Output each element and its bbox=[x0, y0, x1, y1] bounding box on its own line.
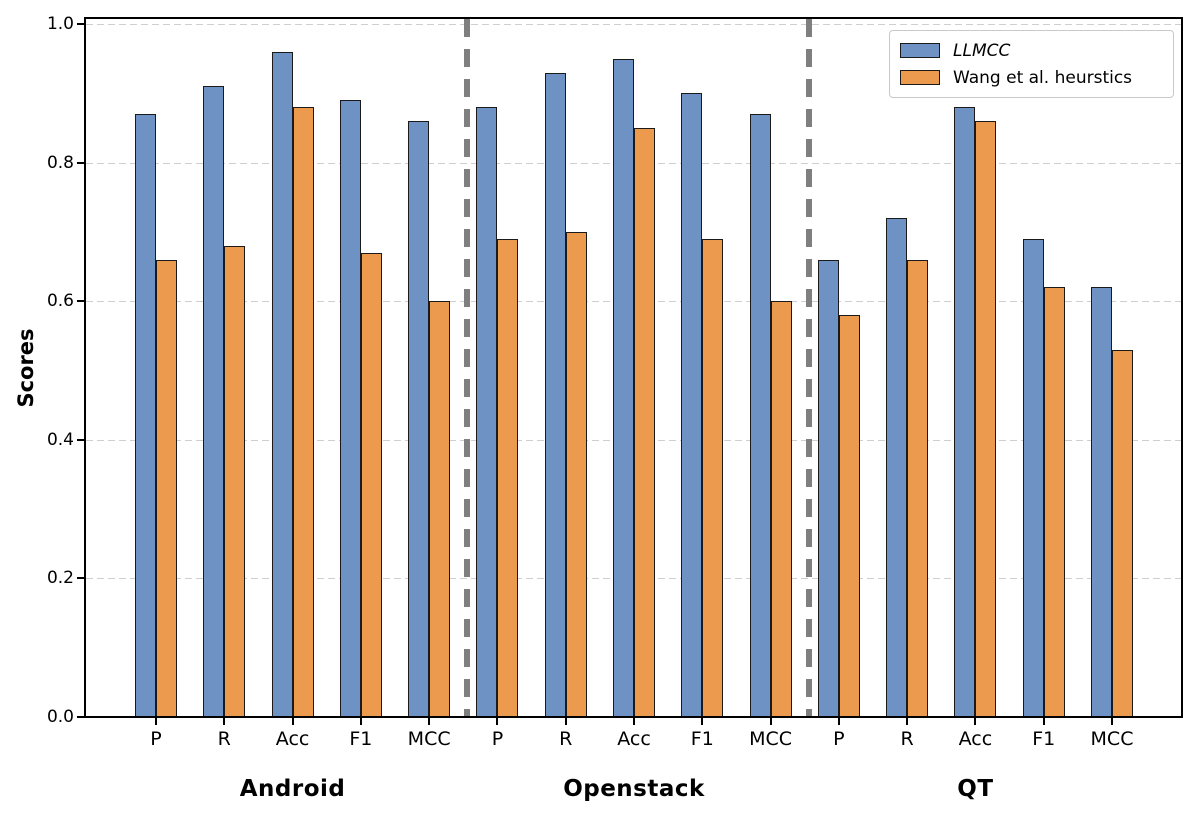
y-tick-mark bbox=[77, 716, 84, 718]
bar-wang-openstack-p bbox=[497, 239, 519, 716]
legend-label: Wang et al. heurstics bbox=[953, 67, 1133, 88]
gridline bbox=[86, 24, 1181, 25]
x-tick-mark bbox=[564, 718, 567, 725]
bar-wang-openstack-f1 bbox=[702, 239, 724, 716]
x-tick-mark bbox=[496, 718, 499, 725]
x-tick-label: R bbox=[217, 728, 231, 750]
x-tick-label: P bbox=[491, 728, 504, 750]
y-tick-mark bbox=[77, 23, 84, 25]
y-tick-label: 0.4 bbox=[46, 429, 74, 450]
bar-llmcc-android-p bbox=[135, 114, 156, 716]
x-tick-label: P bbox=[833, 728, 845, 750]
x-tick-label: Acc bbox=[617, 728, 651, 750]
y-tick-mark bbox=[77, 577, 84, 580]
x-tick-mark bbox=[223, 718, 226, 725]
x-tick-mark bbox=[701, 718, 704, 725]
bar-llmcc-qt-mcc bbox=[1091, 287, 1112, 716]
x-tick-label: F1 bbox=[690, 728, 714, 750]
bar-llmcc-openstack-acc bbox=[613, 59, 634, 716]
x-tick-mark bbox=[1042, 718, 1045, 725]
x-tick-mark bbox=[837, 718, 840, 725]
bar-llmcc-android-acc bbox=[271, 52, 293, 716]
bar-wang-android-acc bbox=[292, 107, 314, 716]
x-tick-label: R bbox=[900, 728, 914, 750]
bar-wang-openstack-mcc bbox=[770, 301, 792, 716]
y-tick-mark bbox=[77, 161, 84, 164]
plot-area bbox=[84, 17, 1183, 718]
bar-llmcc-qt-f1 bbox=[1022, 239, 1044, 716]
x-tick-label: MCC bbox=[407, 728, 451, 750]
bar-wang-qt-f1 bbox=[1043, 287, 1065, 716]
bar-llmcc-android-f1 bbox=[339, 100, 361, 716]
bar-llmcc-android-mcc bbox=[408, 121, 430, 716]
legend: LLMCC Wang et al. heurstics bbox=[889, 30, 1174, 98]
x-tick-label: MCC bbox=[1090, 728, 1134, 750]
bar-wang-qt-mcc bbox=[1112, 350, 1133, 716]
x-tick-mark bbox=[633, 718, 635, 725]
group-label-openstack: Openstack bbox=[563, 776, 705, 802]
x-tick-mark bbox=[974, 718, 977, 725]
bar-wang-android-f1 bbox=[360, 253, 382, 716]
x-tick-mark bbox=[155, 718, 157, 725]
x-tick-label: F1 bbox=[349, 728, 373, 750]
bar-wang-qt-acc bbox=[975, 121, 997, 716]
x-tick-label: MCC bbox=[749, 728, 793, 750]
bar-wang-openstack-r bbox=[565, 232, 587, 716]
y-tick-label: 0.2 bbox=[46, 568, 74, 589]
bar-wang-android-mcc bbox=[429, 301, 451, 716]
y-tick-mark bbox=[77, 438, 84, 441]
bar-llmcc-openstack-mcc bbox=[749, 114, 771, 716]
bar-llmcc-openstack-r bbox=[544, 73, 566, 716]
bar-llmcc-android-r bbox=[203, 86, 225, 716]
x-tick-label: Acc bbox=[275, 728, 310, 750]
group-separator bbox=[805, 19, 812, 716]
x-tick-mark bbox=[769, 718, 772, 725]
legend-swatch-icon bbox=[900, 43, 940, 58]
x-tick-label: Acc bbox=[958, 728, 993, 750]
bar-wang-qt-p bbox=[838, 315, 860, 716]
x-tick-mark bbox=[428, 718, 431, 725]
y-axis-label: Scores bbox=[14, 328, 38, 408]
x-tick-label: P bbox=[150, 728, 162, 750]
bar-llmcc-openstack-f1 bbox=[681, 93, 703, 716]
bar-wang-qt-r bbox=[907, 260, 929, 716]
group-label-android: Android bbox=[239, 776, 346, 802]
bar-wang-openstack-acc bbox=[634, 128, 655, 716]
bar-llmcc-openstack-p bbox=[476, 107, 498, 716]
group-separator bbox=[464, 19, 471, 716]
y-tick-label: 1.0 bbox=[46, 14, 74, 34]
legend-swatch-icon bbox=[900, 70, 940, 85]
bar-wang-android-r bbox=[224, 246, 246, 716]
x-tick-label: R bbox=[559, 728, 573, 750]
y-tick-label: 0.0 bbox=[46, 707, 74, 727]
legend-label: LLMCC bbox=[953, 40, 1011, 61]
legend-item: LLMCC bbox=[890, 37, 1173, 64]
bar-wang-android-p bbox=[156, 260, 177, 716]
group-label-qt: QT bbox=[957, 776, 994, 802]
bar-llmcc-qt-p bbox=[817, 260, 839, 716]
x-tick-mark bbox=[291, 718, 294, 725]
x-tick-mark bbox=[359, 718, 362, 725]
x-tick-mark bbox=[906, 718, 909, 725]
y-tick-mark bbox=[77, 300, 84, 303]
bar-llmcc-qt-acc bbox=[954, 107, 976, 716]
legend-item: Wang et al. heurstics bbox=[890, 64, 1173, 91]
y-tick-label: 0.6 bbox=[46, 291, 74, 312]
x-tick-label: F1 bbox=[1032, 728, 1056, 750]
x-tick-mark bbox=[1111, 718, 1113, 725]
y-tick-label: 0.8 bbox=[46, 152, 74, 173]
bar-llmcc-qt-r bbox=[886, 218, 908, 716]
